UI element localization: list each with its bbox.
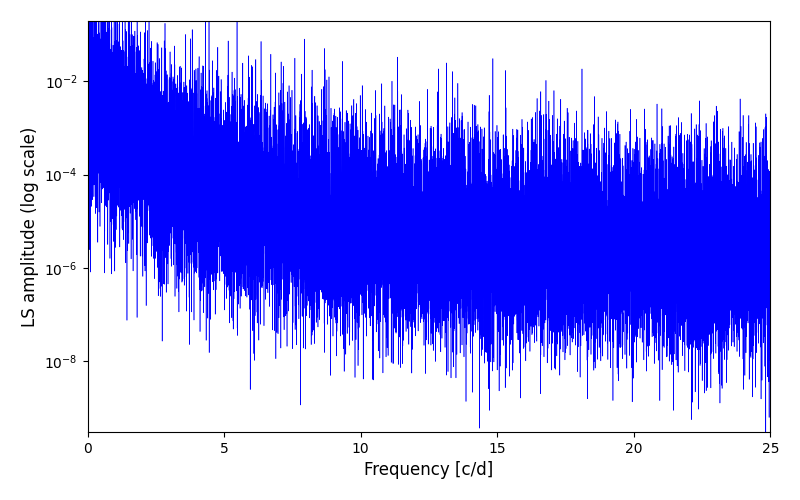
X-axis label: Frequency [c/d]: Frequency [c/d]	[364, 461, 494, 479]
Y-axis label: LS amplitude (log scale): LS amplitude (log scale)	[21, 126, 39, 326]
